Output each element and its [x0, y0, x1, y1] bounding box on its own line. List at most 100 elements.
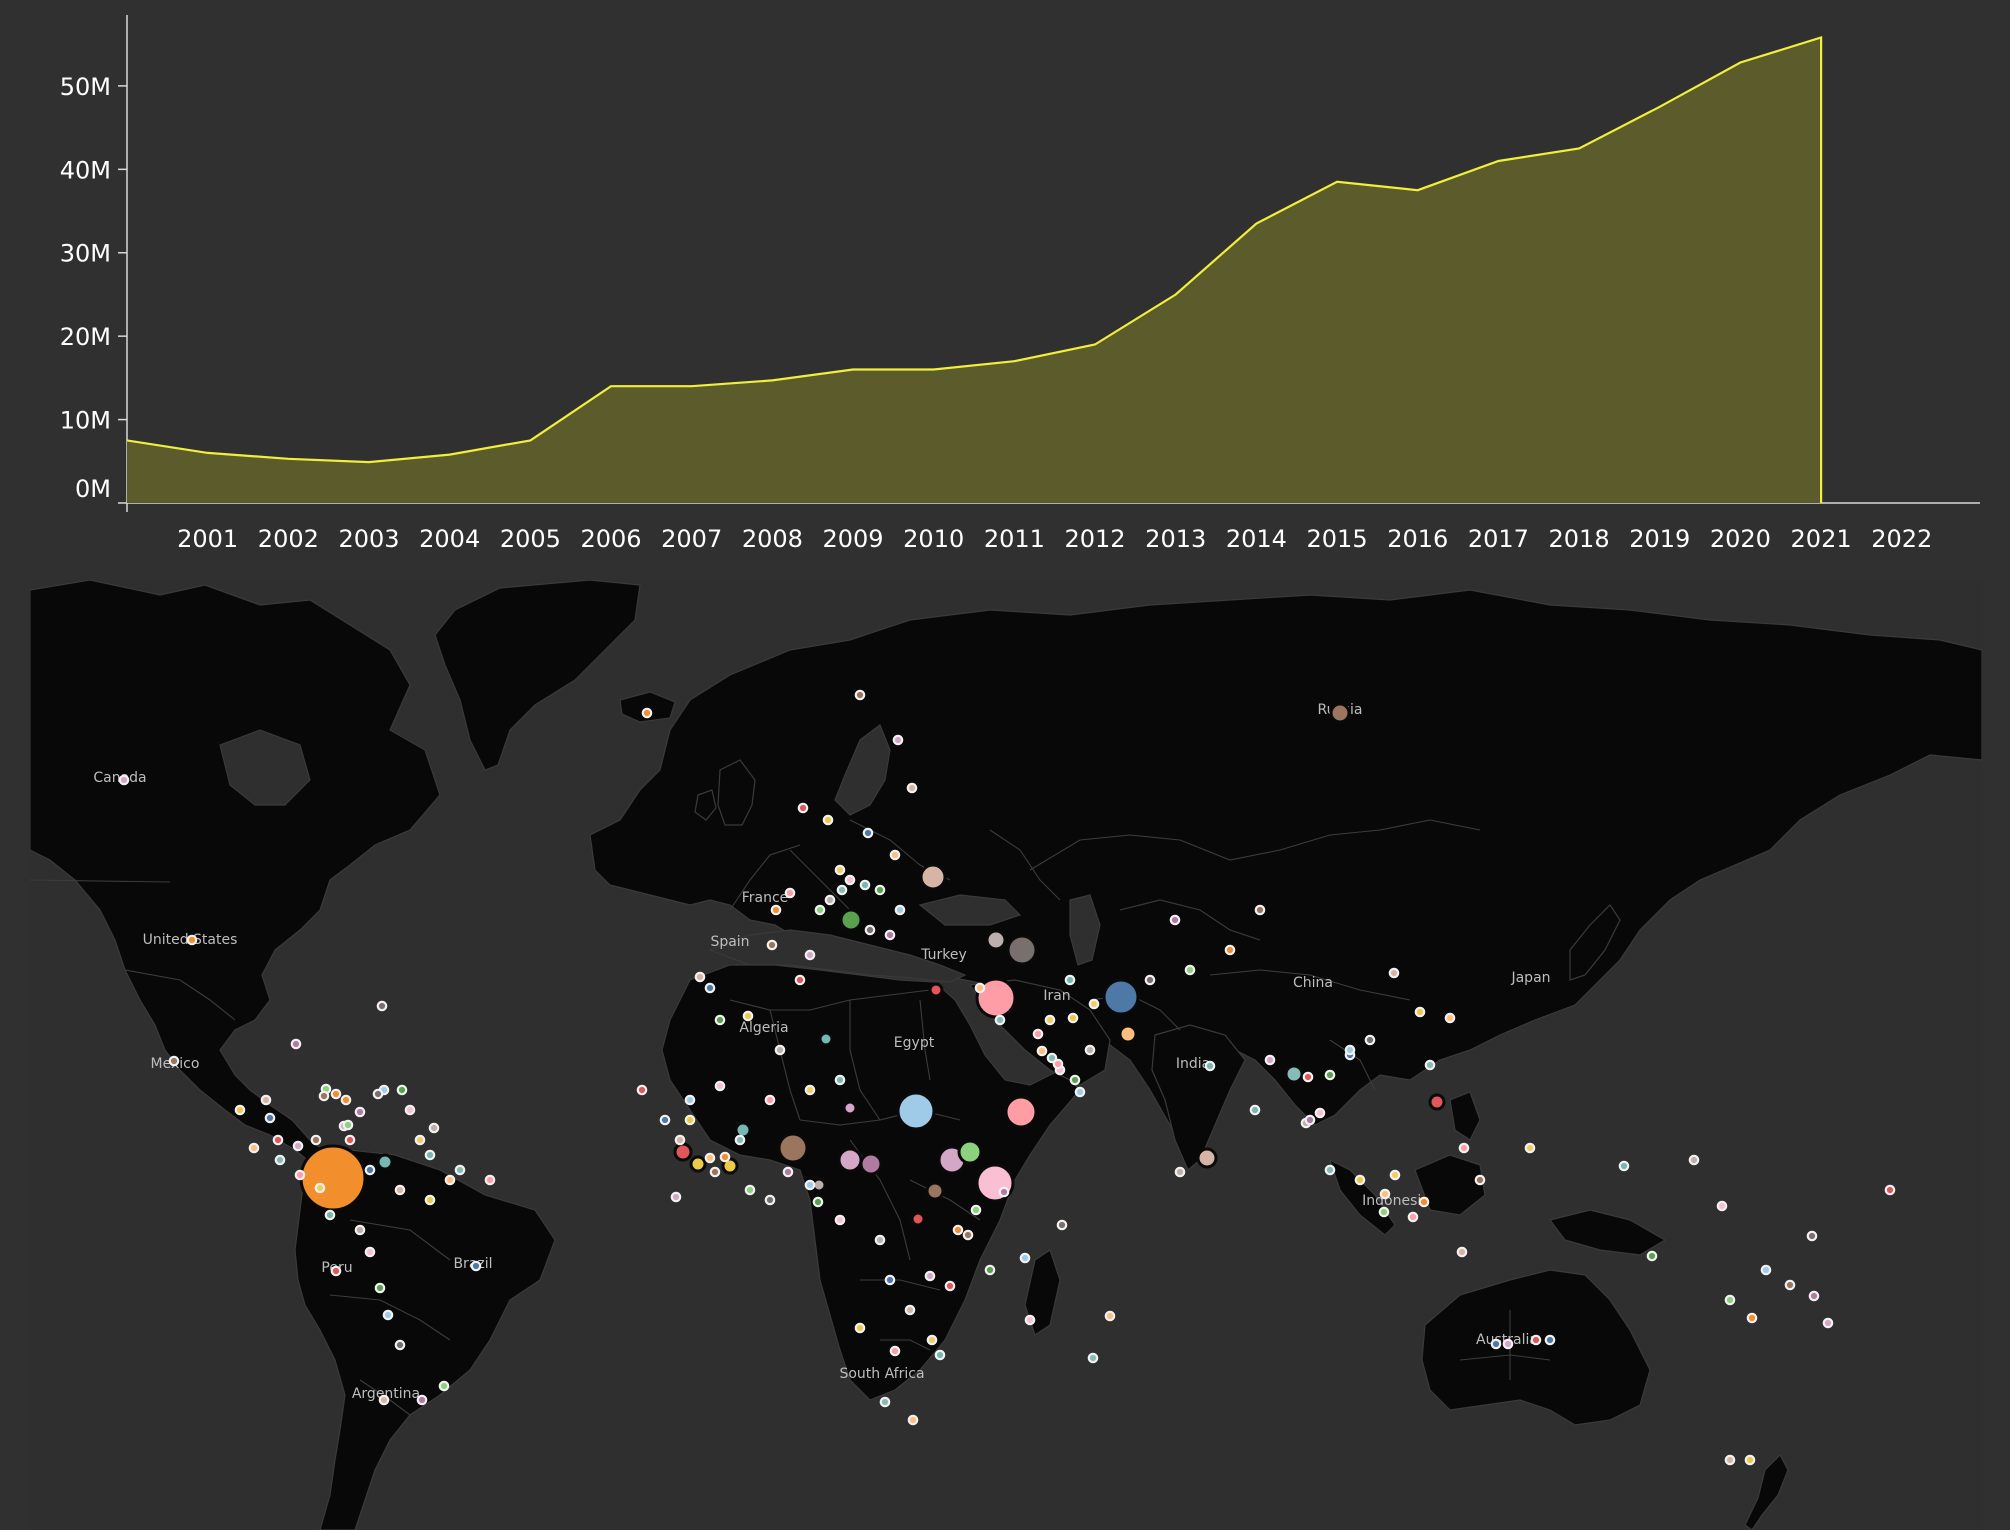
map-bubble[interactable]	[859, 1152, 883, 1176]
map-bubble[interactable]	[777, 1132, 809, 1164]
map-dot[interactable]	[424, 1149, 436, 1161]
map-dot[interactable]	[684, 1114, 696, 1126]
map-dot[interactable]	[424, 1194, 436, 1206]
map-dot[interactable]	[804, 1084, 816, 1096]
map-dot[interactable]	[974, 982, 986, 994]
map-dot[interactable]	[264, 1112, 276, 1124]
map-bubble[interactable]	[818, 1031, 834, 1047]
map-dot[interactable]	[834, 1074, 846, 1086]
map-dot[interactable]	[694, 971, 706, 983]
map-dot[interactable]	[704, 982, 716, 994]
map-dot[interactable]	[1052, 1058, 1064, 1070]
map-bubble[interactable]	[919, 863, 947, 891]
map-dot[interactable]	[354, 1106, 366, 1118]
map-dot[interactable]	[797, 802, 809, 814]
map-dot[interactable]	[186, 934, 198, 946]
map-dot[interactable]	[1354, 1174, 1366, 1186]
map-dot[interactable]	[364, 1164, 376, 1176]
map-dot[interactable]	[1074, 1086, 1086, 1098]
map-dot[interactable]	[310, 1134, 322, 1146]
map-dot[interactable]	[1044, 1014, 1056, 1026]
map-dot[interactable]	[272, 1134, 284, 1146]
map-dot[interactable]	[1169, 914, 1181, 926]
map-dot[interactable]	[1688, 1154, 1700, 1166]
map-dot[interactable]	[1024, 1314, 1036, 1326]
map-dot[interactable]	[1204, 1060, 1216, 1072]
map-dot[interactable]	[814, 904, 826, 916]
map-dot[interactable]	[340, 1094, 352, 1106]
map-dot[interactable]	[372, 1088, 384, 1100]
map-dot[interactable]	[1379, 1188, 1391, 1200]
map-dot[interactable]	[378, 1394, 390, 1406]
map-dot[interactable]	[970, 1204, 982, 1216]
map-dot[interactable]	[782, 1166, 794, 1178]
map-dot[interactable]	[822, 814, 834, 826]
map-bubble[interactable]	[1102, 978, 1140, 1016]
map-dot[interactable]	[892, 734, 904, 746]
map-bubble[interactable]	[376, 1153, 394, 1171]
map-dot[interactable]	[854, 689, 866, 701]
map-dot[interactable]	[1067, 1012, 1079, 1024]
map-dot[interactable]	[364, 1246, 376, 1258]
map-dot[interactable]	[984, 1264, 996, 1276]
map-dot[interactable]	[774, 1044, 786, 1056]
map-dot[interactable]	[1724, 1294, 1736, 1306]
map-dot[interactable]	[962, 1229, 974, 1241]
map-dot[interactable]	[1254, 904, 1266, 916]
map-dot[interactable]	[374, 1282, 386, 1294]
map-dot[interactable]	[998, 1186, 1010, 1198]
map-dot[interactable]	[934, 1349, 946, 1361]
map-dot[interactable]	[1088, 998, 1100, 1010]
map-dot[interactable]	[854, 1322, 866, 1334]
map-bubble[interactable]	[1196, 1147, 1218, 1169]
map-dot[interactable]	[714, 1080, 726, 1092]
map-bubble[interactable]	[928, 982, 944, 998]
map-bubble[interactable]	[721, 1157, 739, 1175]
map-dot[interactable]	[1407, 1211, 1419, 1223]
map-dot[interactable]	[1184, 964, 1196, 976]
map-dot[interactable]	[952, 1224, 964, 1236]
map-dot[interactable]	[314, 1182, 326, 1194]
map-dot[interactable]	[884, 1274, 896, 1286]
map-dot[interactable]	[416, 1394, 428, 1406]
map-bubble[interactable]	[910, 1211, 926, 1227]
map-dot[interactable]	[944, 1280, 956, 1292]
map-dot[interactable]	[766, 939, 778, 951]
map-dot[interactable]	[444, 1174, 456, 1186]
map-bubble[interactable]	[1428, 1093, 1446, 1111]
map-dot[interactable]	[889, 849, 901, 861]
map-dot[interactable]	[118, 774, 130, 786]
map-dot[interactable]	[659, 1114, 671, 1126]
map-dot[interactable]	[1884, 1184, 1896, 1196]
map-dot[interactable]	[1104, 1310, 1116, 1322]
map-dot[interactable]	[704, 1152, 716, 1164]
map-bubble[interactable]	[842, 1100, 858, 1116]
map-dot[interactable]	[396, 1084, 408, 1096]
map-dot[interactable]	[834, 864, 846, 876]
map-dot[interactable]	[907, 1414, 919, 1426]
map-dot[interactable]	[784, 887, 796, 899]
map-dot[interactable]	[836, 884, 848, 896]
map-dot[interactable]	[1174, 1166, 1186, 1178]
map-dot[interactable]	[1389, 1169, 1401, 1181]
map-dot[interactable]	[1746, 1312, 1758, 1324]
map-dot[interactable]	[862, 827, 874, 839]
map-dot[interactable]	[1544, 1334, 1556, 1346]
map-dot[interactable]	[906, 782, 918, 794]
map-dot[interactable]	[874, 884, 886, 896]
map-dot[interactable]	[864, 924, 876, 936]
map-dot[interactable]	[1646, 1250, 1658, 1262]
map-dot[interactable]	[636, 1084, 648, 1096]
map-dot[interactable]	[804, 949, 816, 961]
map-dot[interactable]	[1806, 1230, 1818, 1242]
map-dot[interactable]	[1324, 1069, 1336, 1081]
map-dot[interactable]	[719, 1151, 731, 1163]
map-dot[interactable]	[382, 1309, 394, 1321]
map-dot[interactable]	[376, 1000, 388, 1012]
map-dot[interactable]	[292, 1140, 304, 1152]
map-dot[interactable]	[764, 1094, 776, 1106]
map-dot[interactable]	[1808, 1290, 1820, 1302]
map-dot[interactable]	[770, 904, 782, 916]
map-dot[interactable]	[484, 1174, 496, 1186]
map-dot[interactable]	[804, 1179, 816, 1191]
